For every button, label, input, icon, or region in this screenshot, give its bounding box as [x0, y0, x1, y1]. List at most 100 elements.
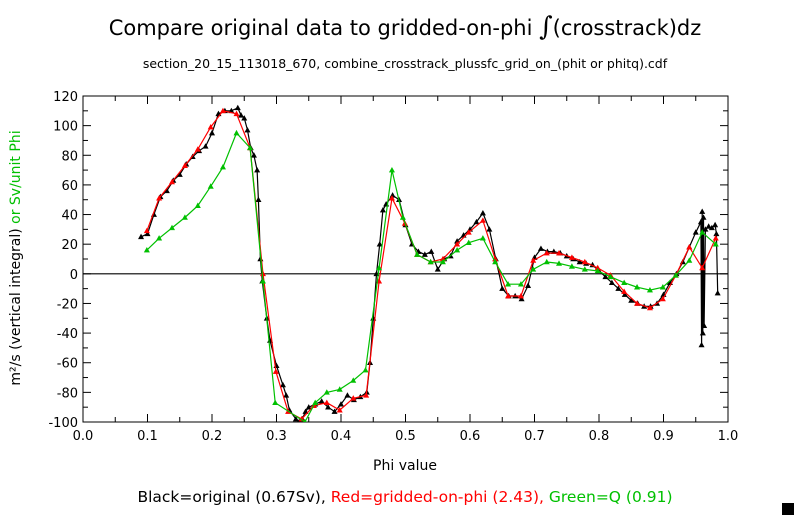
data-point-gridded-on-phi: [388, 195, 395, 201]
x-tick-label: 0.0: [73, 429, 94, 444]
data-point-Q: [530, 266, 537, 272]
data-point-original: [283, 392, 290, 398]
series-line-gridded-on-phi: [146, 110, 717, 420]
data-point-original: [244, 126, 251, 133]
data-point-Q: [194, 202, 201, 208]
x-tick-label: 0.3: [266, 429, 287, 444]
data-point-Q: [219, 164, 226, 170]
data-point-gridded-on-phi: [646, 304, 653, 311]
data-point-original: [525, 282, 532, 288]
integral-symbol: ∫: [539, 12, 553, 42]
y-tick-label: -100: [48, 416, 78, 431]
data-point-Q: [336, 386, 343, 392]
data-point-original: [250, 152, 257, 158]
data-point-Q: [439, 258, 446, 265]
data-point-original: [602, 273, 609, 280]
data-point-original: [714, 289, 721, 296]
data-point-Q: [259, 278, 266, 284]
y-axis-label-alt: or Sv/unit Phi: [8, 130, 24, 228]
data-point-gridded-on-phi: [556, 249, 563, 256]
y-axis-label: m²/s (vertical integral) or Sv/unit Phi: [8, 130, 24, 385]
data-point-gridded-on-phi: [505, 292, 512, 299]
data-point-gridded-on-phi: [363, 392, 370, 398]
legend: Black=original (0.67Sv), Red=gridded-on-…: [137, 488, 672, 506]
x-tick-label: 0.1: [137, 429, 158, 444]
data-point-original: [537, 245, 544, 251]
data-point-original: [208, 129, 216, 136]
data-point-Q: [272, 399, 279, 406]
y-tick-label: 100: [53, 120, 78, 135]
data-point-gridded-on-phi: [169, 178, 176, 185]
plot-frame: [82, 95, 729, 423]
legend-black: Black=original (0.67Sv),: [137, 488, 325, 506]
data-point-Q: [312, 399, 319, 406]
y-tick-label: 80: [61, 149, 78, 164]
data-point-gridded-on-phi: [659, 295, 666, 302]
data-point-original: [234, 104, 241, 111]
data-point-original: [576, 258, 583, 265]
data-point-original: [702, 226, 709, 232]
data-point-Q: [672, 272, 679, 278]
data-point-original: [325, 404, 332, 410]
data-point-original: [318, 398, 325, 404]
y-tick-label: 120: [53, 90, 78, 105]
data-point-Q: [517, 281, 524, 287]
data-point-Q: [594, 267, 601, 274]
data-point-original: [144, 230, 151, 237]
data-point-original: [292, 415, 299, 422]
data-point-original: [428, 248, 435, 254]
data-point-original: [621, 291, 628, 297]
data-point-gridded-on-phi: [686, 244, 693, 250]
data-point-original: [254, 166, 261, 173]
y-tick-label: 0: [70, 268, 78, 283]
data-point-Q: [399, 214, 406, 220]
x-tick-label: 1.0: [718, 429, 739, 444]
data-point-Q: [427, 258, 434, 265]
data-point-gridded-on-phi: [634, 300, 641, 306]
data-point-original: [700, 214, 707, 220]
data-point-gridded-on-phi: [350, 395, 357, 401]
data-point-Q: [621, 279, 628, 286]
data-point-original: [473, 218, 480, 225]
data-point-gridded-on-phi: [143, 227, 150, 234]
data-point-original: [138, 233, 145, 240]
data-point-gridded-on-phi: [194, 146, 201, 152]
data-point-original: [701, 322, 708, 328]
legend-green: Green=Q (0.91): [549, 488, 673, 506]
data-point-Q: [686, 257, 693, 263]
x-tick-label: 0.8: [589, 429, 610, 444]
data-point-Q: [479, 235, 486, 241]
y-tick-label: 60: [61, 179, 78, 194]
data-point-original: [255, 196, 262, 203]
data-point-original: [421, 251, 428, 257]
data-point-original: [337, 401, 345, 407]
y-tick-label: -40: [57, 327, 78, 342]
data-point-original: [279, 381, 286, 388]
data-point-gridded-on-phi: [699, 264, 706, 271]
data-point-Q: [465, 239, 472, 245]
data-point-gridded-on-phi: [530, 257, 537, 263]
data-point-Q: [659, 284, 666, 290]
data-point-gridded-on-phi: [323, 399, 330, 406]
data-point-Q: [634, 284, 641, 290]
data-point-original: [486, 226, 493, 232]
data-point-Q: [568, 263, 575, 269]
x-tick-label: 0.7: [524, 429, 545, 444]
data-point-Q: [181, 214, 188, 220]
data-point-Q: [388, 166, 395, 173]
data-point-original: [302, 408, 309, 414]
y-tick-label: -20: [57, 297, 78, 312]
data-point-original: [305, 404, 312, 410]
plot-area: [138, 104, 721, 422]
data-point-Q: [414, 251, 421, 257]
x-axis-label: Phi value: [373, 458, 437, 474]
data-point-Q: [505, 281, 512, 287]
data-point-Q: [247, 144, 254, 151]
data-point-Q: [454, 246, 461, 253]
data-point-Q: [376, 264, 383, 271]
data-point-original: [615, 285, 622, 291]
data-point-Q: [303, 418, 307, 422]
series-line-Q: [146, 131, 717, 422]
data-point-gridded-on-phi: [233, 110, 240, 117]
